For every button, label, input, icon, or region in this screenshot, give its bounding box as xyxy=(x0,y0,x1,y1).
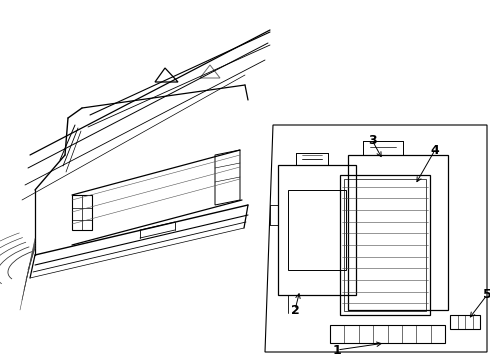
Text: 3: 3 xyxy=(368,134,376,147)
Text: 1: 1 xyxy=(333,343,342,356)
Text: 2: 2 xyxy=(291,303,299,316)
Text: 5: 5 xyxy=(483,288,490,302)
Text: 4: 4 xyxy=(431,144,440,157)
